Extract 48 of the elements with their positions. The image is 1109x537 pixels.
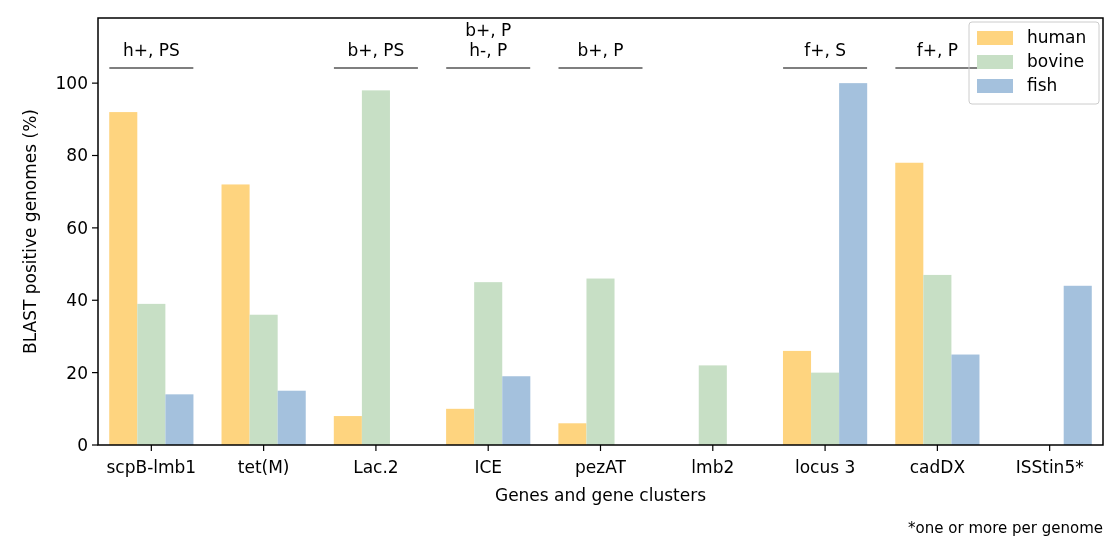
bar xyxy=(221,184,250,445)
annotation: b+, P h-, P xyxy=(465,20,512,60)
x-tick-label: ICE xyxy=(474,457,503,477)
bar xyxy=(839,83,868,445)
annotation: f+, S xyxy=(804,40,846,60)
bar xyxy=(586,278,615,445)
x-tick-label: scpB-lmb1 xyxy=(106,457,197,477)
bar xyxy=(446,408,475,445)
text: *one or more per genome xyxy=(908,519,1103,537)
y-tick-label: 20 xyxy=(66,362,88,383)
x-axis-title: Genes and gene clusters xyxy=(494,485,707,505)
legend-label: human xyxy=(1027,27,1087,47)
y-tick-label: 40 xyxy=(66,290,88,311)
bar xyxy=(165,394,194,445)
x-tick-label: cadDX xyxy=(909,457,966,477)
y-tick-label: 60 xyxy=(66,217,88,238)
bar xyxy=(951,354,980,445)
x-tick-label: Lac.2 xyxy=(353,457,399,477)
bar xyxy=(698,365,727,445)
bar xyxy=(137,303,166,445)
bar xyxy=(782,350,812,445)
annotation: h+, PS xyxy=(122,40,180,60)
bar xyxy=(895,162,924,445)
x-tick-label: pezAT xyxy=(575,457,627,477)
annotation: b+, PS xyxy=(347,40,405,60)
annotation: b+, P xyxy=(577,40,624,60)
y-tick-label: 100 xyxy=(55,73,88,94)
bar xyxy=(558,423,587,445)
bar xyxy=(474,282,503,445)
bar xyxy=(277,390,306,445)
x-tick-label: ISStin5* xyxy=(1015,457,1084,477)
x-tick-label: lmb2 xyxy=(691,457,735,477)
annotation: f+, P xyxy=(916,40,959,60)
bar xyxy=(361,90,390,445)
legend-label: fish xyxy=(1027,75,1058,95)
legend-label: bovine xyxy=(1027,51,1085,71)
bar xyxy=(811,372,840,445)
bar xyxy=(333,416,362,445)
bar xyxy=(502,376,531,445)
bar xyxy=(249,314,278,445)
bar xyxy=(923,274,952,445)
bar xyxy=(109,112,138,445)
y-axis-title: BLAST positive genomes (%) xyxy=(20,109,40,354)
x-tick-label: tet(M) xyxy=(237,457,290,477)
bar xyxy=(1063,285,1092,445)
y-tick-label: 80 xyxy=(66,145,88,166)
y-tick-label: 0 xyxy=(77,434,88,455)
x-tick-label: locus 3 xyxy=(794,457,856,477)
